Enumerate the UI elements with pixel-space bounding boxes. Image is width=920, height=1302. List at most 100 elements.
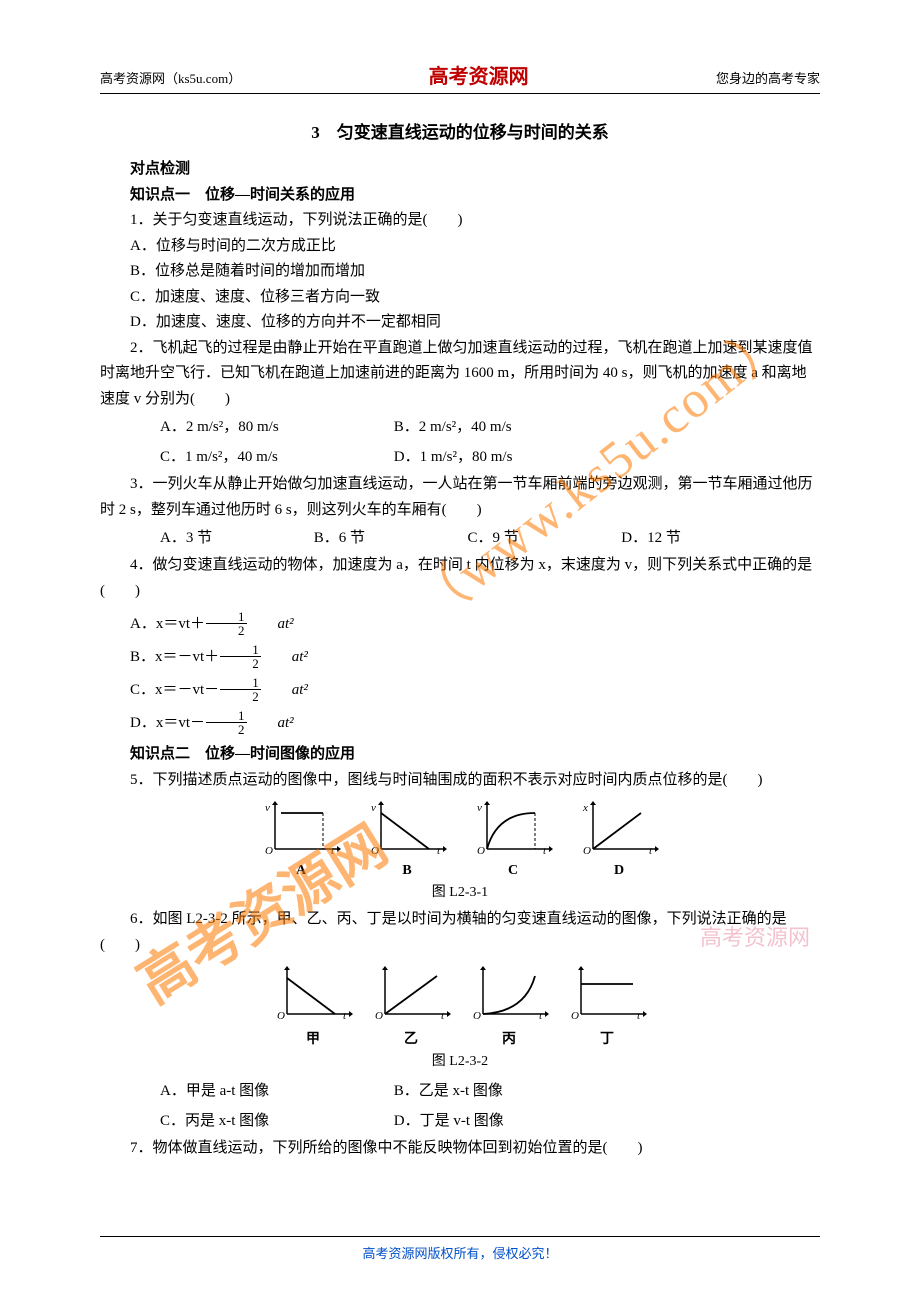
q4-opt-b: B．x＝－vt＋ 1 2 at² [100, 643, 820, 670]
mini-graph: O v t B [367, 801, 447, 879]
q5-stem: 5．下列描述质点运动的图像中，图线与时间轴围成的面积不表示对应时间内质点位移的是… [100, 768, 820, 794]
q4-opt-c: C．x＝－vt－ 1 2 at² [100, 676, 820, 703]
q1-opt-c: C．加速度、速度、位移三者方向一致 [100, 285, 820, 311]
q2-opt-d: D．1 m/s²，80 m/s [364, 442, 594, 472]
q3-opt-a: A．3 节 [130, 523, 280, 553]
q4-stem: 4．做匀变速直线运动的物体，加速度为 a，在时间 t 内位移为 x，末速度为 v… [100, 553, 820, 604]
frac-num: 1 [206, 610, 247, 624]
q1-stem: 1．关于匀变速直线运动，下列说法正确的是( ) [100, 208, 820, 234]
q3-opt-c: C．9 节 [438, 523, 588, 553]
svg-text:t: t [331, 845, 335, 856]
q3-stem: 3．一列火车从静止开始做匀加速直线运动，一人站在第一节车厢前端的旁边观测，第一节… [100, 472, 820, 523]
q2-opt-b: B．2 m/s²，40 m/s [364, 412, 594, 442]
svg-text:t: t [543, 845, 547, 856]
svg-text:O: O [265, 845, 273, 856]
page-header: 高考资源网（ks5u.com） 高考资源网 您身边的高考专家 [100, 60, 820, 89]
knowledge-point-2: 知识点二 位移—时间图像的应用 [100, 742, 820, 768]
graph-label: 乙 [371, 1028, 451, 1048]
q6-opt-b: B．乙是 x-t 图像 [364, 1076, 594, 1106]
q6-stem: 6．如图 L2-3-2 所示，甲、乙、丙、丁是以时间为横轴的匀变速直线运动的图像… [100, 907, 820, 958]
q3-opts: A．3 节 B．6 节 C．9 节 D．12 节 [100, 523, 820, 553]
q6-row2: C．丙是 x-t 图像 D．丁是 v-t 图像 [100, 1106, 820, 1136]
svg-text:O: O [375, 1010, 383, 1021]
svg-text:t: t [343, 1010, 347, 1021]
q1-opt-b: B．位移总是随着时间的增加而增加 [100, 259, 820, 285]
q4-d-pre: D．x＝vt－ [100, 714, 205, 732]
q3-opt-d: D．12 节 [591, 523, 741, 553]
svg-text:v: v [477, 802, 482, 814]
q4-opt-d: D．x＝vt－ 1 2 at² [100, 709, 820, 736]
header-center: 高考资源网 [429, 60, 529, 89]
frac-num: 1 [206, 709, 247, 723]
frac-den: 2 [206, 723, 247, 736]
fraction-icon: 1 2 [206, 610, 247, 637]
mini-graph: O v t A [261, 801, 341, 879]
q3-opt-b: B．6 节 [284, 523, 434, 553]
q6-opt-c: C．丙是 x-t 图像 [130, 1106, 360, 1136]
q6-row1: A．甲是 a-t 图像 B．乙是 x-t 图像 [100, 1076, 820, 1106]
q6-caption: 图 L2-3-2 [100, 1050, 820, 1070]
fraction-icon: 1 2 [220, 676, 261, 703]
graph-label: 丁 [567, 1028, 647, 1048]
svg-text:t: t [637, 1010, 641, 1021]
svg-text:O: O [571, 1010, 579, 1021]
q6-graph-row: O t 甲 O t 乙 O t 丙 O t 丁 [100, 966, 820, 1048]
fraction-icon: 1 2 [220, 643, 261, 670]
graph-label: B [367, 863, 447, 879]
svg-text:O: O [477, 845, 485, 856]
header-left: 高考资源网（ks5u.com） [100, 68, 241, 87]
q4-c-pre: C．x＝－vt－ [100, 681, 219, 699]
q5-graph-row: O v t A O v t B O v t C O x t D [100, 801, 820, 879]
q4-d-post: at² [248, 714, 294, 732]
header-right: 您身边的高考专家 [716, 68, 820, 87]
mini-graph: O x t D [579, 801, 659, 879]
page-footer: 高考资源网版权所有，侵权必究！ [100, 1236, 820, 1262]
q4-a-post: at² [248, 615, 294, 633]
q1-opt-a: A．位移与时间的二次方成正比 [100, 234, 820, 260]
graph-label: A [261, 863, 341, 879]
q6-opt-d: D．丁是 v-t 图像 [364, 1106, 594, 1136]
q2-row2: C．1 m/s²，40 m/s D．1 m/s²，80 m/s [100, 442, 820, 472]
q5-caption: 图 L2-3-1 [100, 881, 820, 901]
header-rule [100, 93, 820, 94]
mini-graph: O v t C [473, 801, 553, 879]
svg-text:t: t [441, 1010, 445, 1021]
q6-opt-a: A．甲是 a-t 图像 [130, 1076, 360, 1106]
page-title: 3 匀变速直线运动的位移与时间的关系 [100, 118, 820, 143]
graph-label: D [579, 863, 659, 879]
svg-text:t: t [437, 845, 441, 856]
frac-num: 1 [220, 643, 261, 657]
q4-a-pre: A．x＝vt＋ [100, 615, 205, 633]
mini-graph: O t 甲 [273, 966, 353, 1048]
q4-b-post: at² [262, 648, 308, 666]
svg-text:O: O [277, 1010, 285, 1021]
svg-text:t: t [649, 845, 653, 856]
q1-opt-d: D．加速度、速度、位移的方向并不一定都相同 [100, 310, 820, 336]
q7-stem: 7．物体做直线运动，下列所给的图像中不能反映物体回到初始位置的是( ) [100, 1136, 820, 1162]
svg-text:O: O [371, 845, 379, 856]
q2-opt-a: A．2 m/s²，80 m/s [130, 412, 360, 442]
graph-label: C [473, 863, 553, 879]
svg-text:v: v [265, 802, 270, 814]
frac-den: 2 [206, 624, 247, 637]
svg-text:t: t [539, 1010, 543, 1021]
mini-graph: O t 丙 [469, 966, 549, 1048]
graph-label: 甲 [273, 1028, 353, 1048]
graph-label: 丙 [469, 1028, 549, 1048]
mini-graph: O t 丁 [567, 966, 647, 1048]
svg-text:x: x [582, 802, 588, 814]
fraction-icon: 1 2 [206, 709, 247, 736]
q4-c-post: at² [262, 681, 308, 699]
svg-text:O: O [583, 845, 591, 856]
frac-den: 2 [220, 690, 261, 703]
q2-stem: 2．飞机起飞的过程是由静止开始在平直跑道上做匀加速直线运动的过程，飞机在跑道上加… [100, 336, 820, 413]
mini-graph: O t 乙 [371, 966, 451, 1048]
svg-text:v: v [371, 802, 376, 814]
svg-text:O: O [473, 1010, 481, 1021]
q4-opt-a: A．x＝vt＋ 1 2 at² [100, 610, 820, 637]
knowledge-point-1: 知识点一 位移—时间关系的应用 [100, 183, 820, 209]
frac-num: 1 [220, 676, 261, 690]
frac-den: 2 [220, 657, 261, 670]
section-check-label: 对点检测 [100, 157, 820, 183]
q4-b-pre: B．x＝－vt＋ [100, 648, 219, 666]
